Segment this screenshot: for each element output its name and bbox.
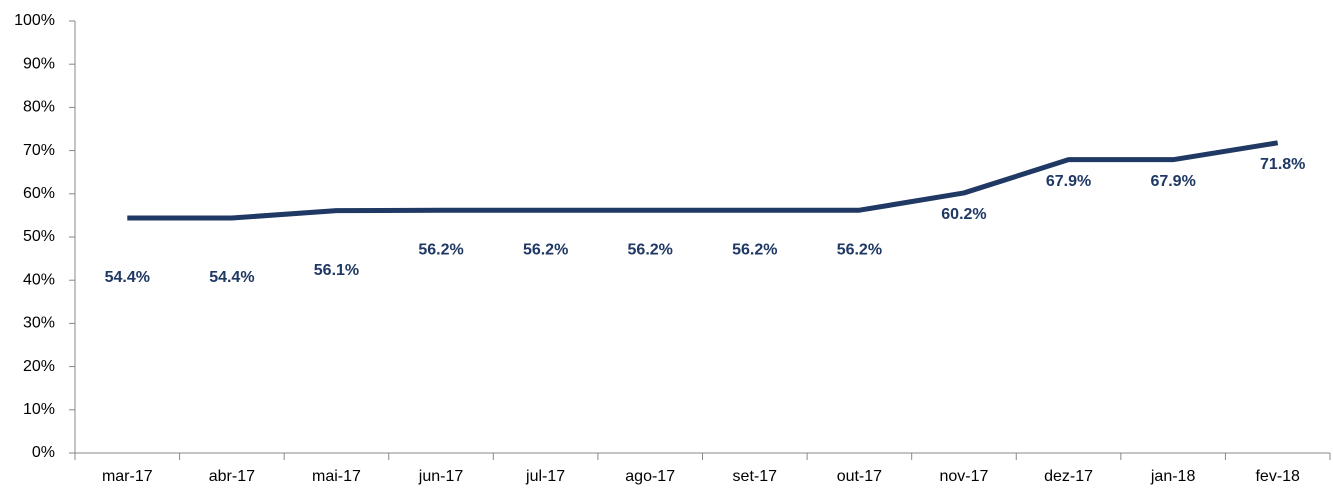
x-tick-label: mai-17 [312,468,361,485]
x-tick-label: jan-18 [1150,468,1196,485]
y-tick-label: 90% [23,55,55,72]
y-tick-label: 40% [23,271,55,288]
x-tick-label: abr-17 [209,468,255,485]
x-tick-label: jun-17 [418,468,464,485]
x-tick-label: jul-17 [525,468,565,485]
value-label: 56.2% [523,241,568,258]
x-tick-label: nov-17 [939,468,988,485]
x-tick-label: fev-18 [1255,468,1300,485]
y-tick-label: 0% [32,444,55,461]
value-label: 67.9% [1046,173,1091,190]
value-label: 56.2% [628,241,673,258]
value-label: 56.2% [732,241,777,258]
y-tick-label: 10% [23,401,55,418]
x-tick-label: dez-17 [1044,468,1093,485]
value-label: 56.2% [418,241,463,258]
value-label: 54.4% [105,269,150,286]
value-label: 56.1% [314,262,359,279]
y-tick-label: 100% [14,12,55,29]
value-label: 60.2% [941,206,986,223]
value-label: 56.2% [837,241,882,258]
x-tick-label: ago-17 [625,468,675,485]
y-tick-label: 80% [23,99,55,116]
x-tick-label: set-17 [733,468,778,485]
y-tick-label: 50% [23,228,55,245]
value-label: 67.9% [1150,173,1195,190]
y-tick-label: 70% [23,142,55,159]
value-label: 71.8% [1260,156,1305,173]
y-tick-label: 30% [23,315,55,332]
y-tick-label: 60% [23,185,55,202]
line [127,140,1279,221]
x-tick-label: out-17 [837,468,882,485]
x-tick-label: mar-17 [102,468,153,485]
value-label: 54.4% [209,269,254,286]
y-tick-label: 20% [23,358,55,375]
